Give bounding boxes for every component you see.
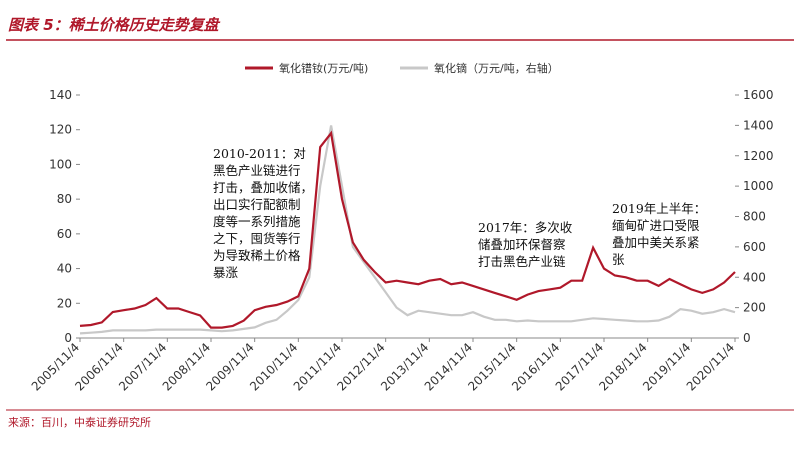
y2-tick-label: 400 bbox=[743, 270, 766, 284]
series-line bbox=[79, 125, 736, 335]
y2-tick-label: 1000 bbox=[743, 179, 774, 193]
annotation: 暴涨 bbox=[213, 265, 239, 280]
annotation: 储叠加环保督察 bbox=[478, 237, 566, 252]
annotation: 为导致稀土价格 bbox=[213, 248, 301, 263]
annotation: 之下，囤货等行 bbox=[213, 231, 301, 246]
y-tick-label: 20 bbox=[57, 296, 72, 310]
chart-title: 图表 5：稀土价格历史走势复盘 bbox=[8, 16, 221, 34]
legend-label: 氧化镨钕(万元/吨) bbox=[279, 61, 368, 75]
y2-tick-label: 1600 bbox=[743, 88, 774, 102]
annotation: 打击，叠加收储， bbox=[213, 180, 313, 195]
y-tick-label: 120 bbox=[49, 123, 72, 137]
x-tick-label: 2020/11/4 bbox=[684, 340, 737, 393]
y2-tick-label: 800 bbox=[743, 210, 766, 224]
y2-tick-label: 200 bbox=[743, 301, 766, 315]
legend-label: 氧化镝（万元/吨，右轴） bbox=[434, 61, 559, 75]
y2-tick-label: 0 bbox=[743, 331, 751, 345]
source: 来源：百川，中泰证券研究所 bbox=[8, 415, 151, 429]
y-tick-label: 80 bbox=[57, 192, 72, 206]
annotation: 黑色产业链进行 bbox=[213, 163, 301, 178]
annotation: 2019年上半年： bbox=[612, 201, 706, 216]
y2-tick-label: 600 bbox=[743, 240, 766, 254]
y-tick-label: 40 bbox=[57, 262, 72, 276]
y2-tick-label: 1400 bbox=[743, 118, 774, 132]
annotation: 2017年：多次收 bbox=[478, 220, 573, 235]
y2-tick-label: 1200 bbox=[743, 149, 774, 163]
annotation: 张 bbox=[612, 252, 625, 267]
annotation: 出口实行配额制 bbox=[213, 197, 301, 212]
annotation: 缅甸矿进口受限 bbox=[612, 218, 700, 233]
y-tick-label: 0 bbox=[64, 331, 72, 345]
annotation: 打击黑色产业链 bbox=[478, 254, 566, 269]
y-tick-label: 60 bbox=[57, 227, 72, 241]
y-tick-label: 140 bbox=[49, 88, 72, 102]
series-line bbox=[79, 130, 736, 329]
y-tick-label: 100 bbox=[49, 157, 72, 171]
annotation: 叠加中美关系紧 bbox=[612, 235, 700, 250]
annotation: 2010-2011：对 bbox=[213, 146, 306, 161]
annotation: 度等一系列措施 bbox=[213, 214, 301, 229]
